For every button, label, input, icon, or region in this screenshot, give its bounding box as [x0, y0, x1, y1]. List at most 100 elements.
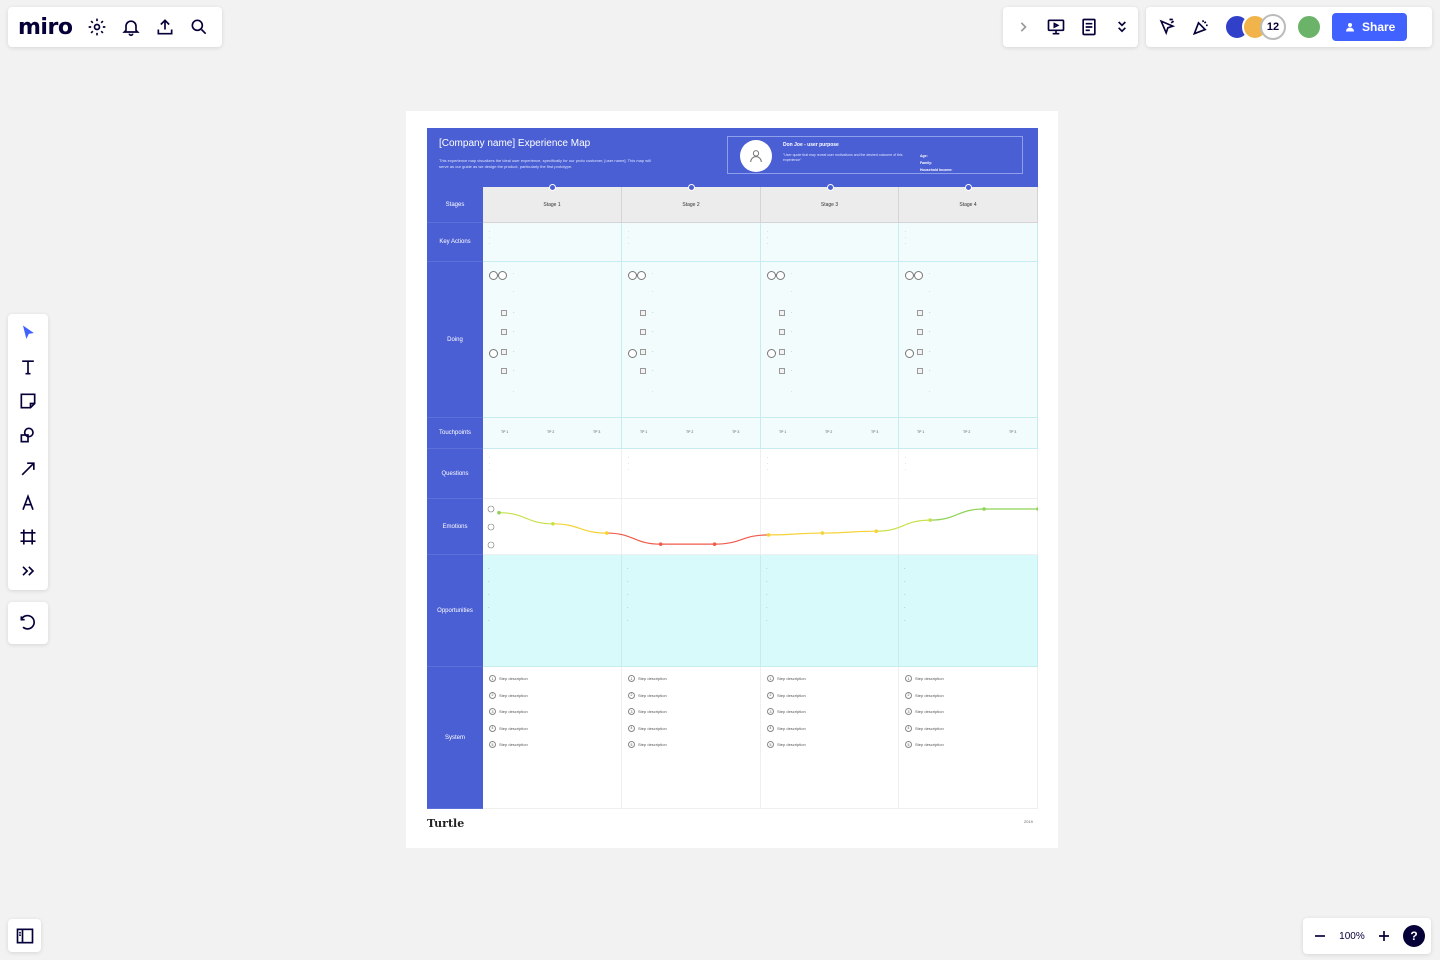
system-step[interactable]: 5 Step description — [489, 741, 528, 748]
system-step[interactable]: 4 Step description — [767, 724, 806, 732]
emo-cell-stage-4[interactable] — [899, 499, 1038, 555]
emotion-point[interactable] — [1036, 507, 1038, 511]
system-step[interactable]: 4 Step description — [905, 724, 944, 732]
shapes-icon[interactable] — [11, 418, 45, 452]
settings-icon[interactable] — [80, 10, 114, 44]
doing-cell-stage-4[interactable]: - - - - · · · — [899, 262, 1038, 418]
touchpoint-label[interactable]: TP 3 — [593, 430, 601, 434]
ka-cell-stage-1[interactable]: · · · — [483, 223, 622, 262]
stage-cell-stage-1[interactable]: Stage 1 — [483, 187, 622, 223]
collaborator-avatars[interactable]: 12 — [1224, 14, 1286, 40]
emotion-point[interactable] — [712, 542, 717, 546]
touchpoint-label[interactable]: TP 3 — [732, 430, 740, 434]
sys-cell-stage-2[interactable]: 1 Step description 2 Step description 3 Step … — [622, 667, 761, 809]
system-step[interactable]: 3 Step description — [628, 708, 667, 715]
collaborator-count[interactable]: 12 — [1260, 14, 1286, 40]
system-step[interactable]: 1 Step description — [628, 675, 667, 682]
system-step[interactable]: 2 Step description — [489, 691, 528, 699]
opp-cell-stage-4[interactable]: - - - - - — [899, 555, 1038, 667]
search-icon[interactable] — [182, 10, 216, 44]
doing-cell-stage-1[interactable]: - - - - · · · — [483, 262, 622, 418]
zoom-in-icon[interactable] — [1373, 919, 1395, 953]
opp-cell-stage-2[interactable]: - - - - - — [622, 555, 761, 667]
q-cell-stage-3[interactable]: · · · — [761, 449, 899, 499]
q-cell-stage-2[interactable]: · · · — [622, 449, 761, 499]
notes-icon[interactable] — [1073, 10, 1106, 44]
system-step[interactable]: 4 Step description — [489, 724, 528, 732]
stage-connector-dot[interactable] — [965, 184, 972, 191]
ka-cell-stage-4[interactable]: · · · — [899, 223, 1038, 262]
emo-cell-stage-2[interactable] — [622, 499, 761, 555]
touchpoint-label[interactable]: TP 2 — [825, 430, 833, 434]
emotion-point[interactable] — [928, 518, 932, 522]
touchpoint-label[interactable]: TP 1 — [917, 430, 925, 434]
emotion-point[interactable] — [551, 522, 555, 526]
sys-cell-stage-3[interactable]: 1 Step description 2 Step description 3 Step … — [761, 667, 899, 809]
stage-cell-stage-2[interactable]: Stage 2 — [622, 187, 761, 223]
connector-arrow-icon[interactable] — [11, 452, 45, 486]
persona-card[interactable]: Don Joe - user purpose "User quote that … — [727, 136, 1023, 174]
touchpoint-label[interactable]: TP 2 — [963, 430, 971, 434]
help-button[interactable]: ? — [1403, 925, 1425, 947]
tp-cell-stage-2[interactable]: TP 1 TP 2 TP 3 — [622, 418, 761, 449]
upload-icon[interactable] — [148, 10, 182, 44]
emo-cell-stage-3[interactable] — [761, 499, 899, 555]
doing-cell-stage-2[interactable]: - - - - · · · — [622, 262, 761, 418]
system-step[interactable]: 1 Step description — [489, 675, 528, 682]
emotion-curve[interactable] — [483, 499, 1038, 555]
text-tool-icon[interactable] — [11, 350, 45, 384]
tp-cell-stage-3[interactable]: TP 1 TP 2 TP 3 — [761, 418, 899, 449]
touchpoint-label[interactable]: TP 2 — [686, 430, 694, 434]
chevron-right-icon[interactable] — [1007, 10, 1040, 44]
system-step[interactable]: 2 Step description — [767, 691, 806, 699]
q-cell-stage-1[interactable]: · · · — [483, 449, 622, 499]
touchpoint-label[interactable]: TP 3 — [871, 430, 879, 434]
emotion-point[interactable] — [658, 542, 663, 546]
emotion-point[interactable] — [982, 507, 986, 511]
emotion-point[interactable] — [766, 533, 771, 537]
double-chevron-down-icon[interactable] — [1105, 10, 1138, 44]
emo-cell-stage-1[interactable] — [483, 499, 622, 555]
emotion-point[interactable] — [605, 531, 609, 535]
bell-icon[interactable] — [114, 10, 148, 44]
miro-logo[interactable]: miro — [18, 14, 73, 40]
sidebar-icon[interactable] — [8, 919, 41, 953]
ka-cell-stage-2[interactable]: · · · — [622, 223, 761, 262]
select-cursor-icon[interactable] — [11, 316, 45, 350]
ka-cell-stage-3[interactable]: · · · — [761, 223, 899, 262]
touchpoint-label[interactable]: TP 1 — [501, 430, 509, 434]
opp-cell-stage-1[interactable]: - - - - - — [483, 555, 622, 667]
presentation-icon[interactable] — [1040, 10, 1073, 44]
system-step[interactable]: 1 Step description — [767, 675, 806, 682]
sys-cell-stage-4[interactable]: 1 Step description 2 Step description 3 Step … — [899, 667, 1038, 809]
share-button[interactable]: Share — [1332, 13, 1408, 41]
system-step[interactable]: 5 Step description — [905, 741, 944, 748]
stage-cell-stage-3[interactable]: Stage 3 — [761, 187, 899, 223]
sticky-note-icon[interactable] — [11, 384, 45, 418]
user-avatar[interactable] — [1296, 14, 1322, 40]
frame-icon[interactable] — [11, 520, 45, 554]
system-step[interactable]: 1 Step description — [905, 675, 944, 682]
system-step[interactable]: 4 Step description — [628, 724, 667, 732]
emotion-point[interactable] — [497, 510, 501, 515]
opp-cell-stage-3[interactable]: - - - - - — [761, 555, 899, 667]
q-cell-stage-4[interactable]: · · · — [899, 449, 1038, 499]
map-title[interactable]: [Company name] Experience Map — [439, 138, 591, 149]
sys-cell-stage-1[interactable]: 1 Step description 2 Step description 3 Step … — [483, 667, 622, 809]
system-step[interactable]: 3 Step description — [489, 708, 528, 715]
experience-map[interactable]: [Company name] Experience Map This exper… — [427, 128, 1038, 809]
touchpoint-label[interactable]: TP 3 — [1009, 430, 1017, 434]
undo-icon[interactable] — [11, 606, 45, 640]
system-step[interactable]: 5 Step description — [628, 741, 667, 748]
system-step[interactable]: 3 Step description — [767, 708, 806, 715]
zoom-out-icon[interactable] — [1309, 919, 1331, 953]
doing-cell-stage-3[interactable]: - - - - · · · — [761, 262, 899, 418]
system-step[interactable]: 3 Step description — [905, 708, 944, 715]
more-tools-icon[interactable] — [11, 554, 45, 588]
system-step[interactable]: 5 Step description — [767, 741, 806, 748]
emotion-point[interactable] — [874, 529, 879, 533]
tp-cell-stage-1[interactable]: TP 1 TP 2 TP 3 — [483, 418, 622, 449]
map-description[interactable]: This experience map visualizes the ideal… — [439, 158, 651, 169]
touchpoint-label[interactable]: TP 1 — [640, 430, 648, 434]
touchpoint-label[interactable]: TP 1 — [779, 430, 787, 434]
